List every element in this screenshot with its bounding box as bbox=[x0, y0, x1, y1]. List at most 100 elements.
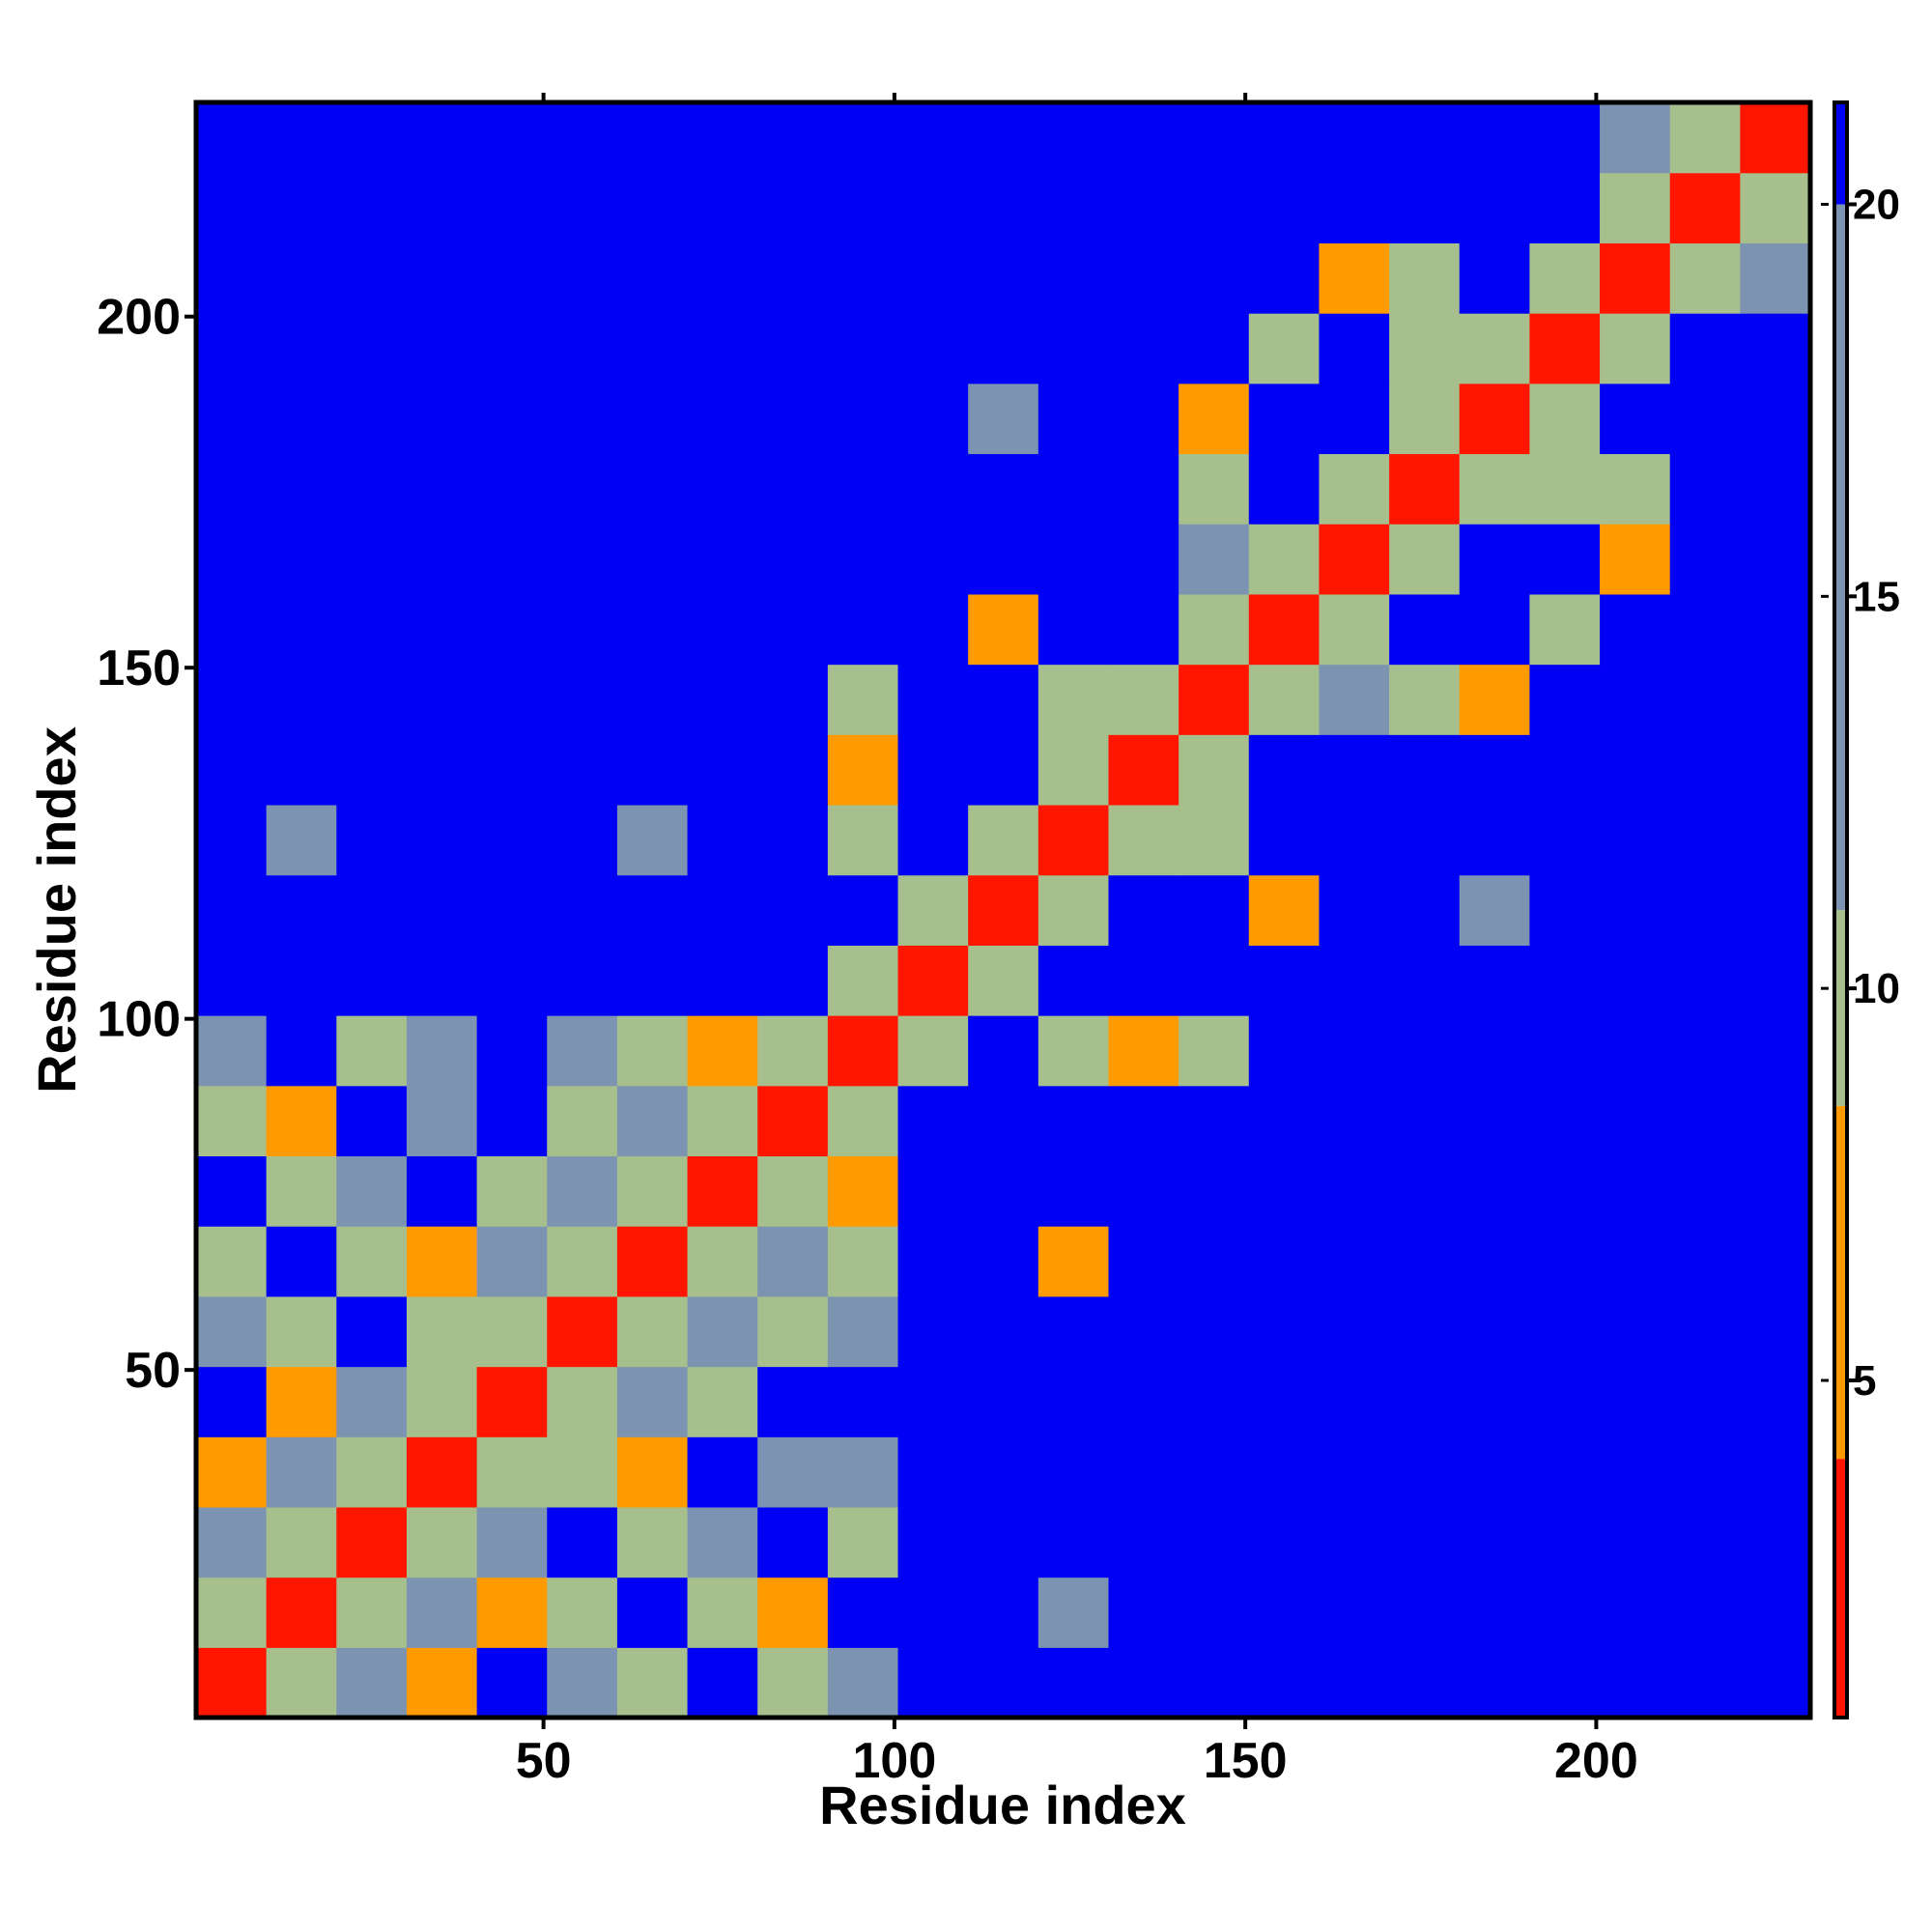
heatmap-cell bbox=[406, 102, 478, 174]
heatmap-cell bbox=[266, 593, 337, 666]
heatmap-cell bbox=[547, 734, 618, 806]
heatmap-cell bbox=[1669, 1155, 1741, 1227]
heatmap-cell bbox=[1108, 664, 1179, 735]
heatmap-cell bbox=[1600, 1015, 1671, 1087]
heatmap-cell bbox=[1459, 874, 1530, 946]
heatmap-cell bbox=[1600, 102, 1671, 174]
heatmap-cell bbox=[616, 102, 689, 174]
heatmap-cell bbox=[1740, 1226, 1811, 1297]
heatmap-cell bbox=[336, 1226, 408, 1297]
heatmap-cell bbox=[1529, 313, 1601, 384]
heatmap-cell bbox=[1459, 1577, 1530, 1648]
heatmap-cell bbox=[968, 313, 1039, 384]
heatmap-cell bbox=[1529, 1085, 1601, 1157]
heatmap-cell bbox=[1179, 1647, 1250, 1719]
heatmap-cell bbox=[1529, 453, 1601, 525]
heatmap-cell bbox=[1669, 874, 1741, 946]
heatmap-cell bbox=[476, 874, 548, 946]
heatmap-cell bbox=[687, 1226, 758, 1297]
heatmap-cell bbox=[1037, 1366, 1110, 1437]
heatmap-cell bbox=[1319, 734, 1390, 806]
heatmap-cell bbox=[476, 1226, 548, 1297]
heatmap-cell bbox=[1529, 1506, 1601, 1578]
heatmap-cell bbox=[266, 804, 337, 876]
heatmap-cell bbox=[196, 1506, 268, 1578]
heatmap-cell bbox=[336, 383, 408, 455]
heatmap-cell bbox=[547, 593, 618, 666]
heatmap-cell bbox=[616, 664, 689, 735]
heatmap-cell bbox=[406, 453, 478, 525]
heatmap-cell bbox=[547, 1577, 618, 1648]
heatmap-cell bbox=[1740, 874, 1811, 946]
heatmap-cell bbox=[897, 102, 969, 174]
heatmap-cell bbox=[196, 1295, 268, 1368]
heatmap-cell bbox=[1319, 1506, 1390, 1578]
heatmap-cell bbox=[1179, 102, 1250, 174]
heatmap-cell bbox=[1037, 1436, 1110, 1508]
heatmap-cell bbox=[1248, 1436, 1321, 1508]
heatmap-cell bbox=[1529, 1436, 1601, 1508]
heatmap-cell bbox=[968, 383, 1039, 455]
heatmap-cell bbox=[1319, 664, 1390, 735]
heatmap-cell bbox=[616, 313, 689, 384]
heatmap-cell bbox=[1669, 102, 1741, 174]
heatmap-cell bbox=[1108, 313, 1179, 384]
heatmap-cell bbox=[616, 874, 689, 946]
colorbar-tick-label: 5 bbox=[1853, 1357, 1876, 1405]
colorbar-tick-label: 15 bbox=[1853, 573, 1900, 620]
heatmap-cell bbox=[1669, 734, 1741, 806]
heatmap-cell bbox=[266, 1085, 337, 1157]
heatmap-cell bbox=[1389, 1295, 1461, 1368]
heatmap-cell bbox=[336, 804, 408, 876]
heatmap-cell bbox=[266, 1295, 337, 1368]
heatmap-cell bbox=[547, 1366, 618, 1437]
heatmap-cell bbox=[1248, 1015, 1321, 1087]
heatmap-cell bbox=[196, 172, 268, 243]
heatmap-cell bbox=[616, 804, 689, 876]
heatmap-cell bbox=[616, 1295, 689, 1368]
heatmap-cell bbox=[1108, 945, 1179, 1016]
heatmap-cell bbox=[827, 1155, 899, 1227]
heatmap-cell bbox=[757, 383, 829, 455]
heatmap-cell bbox=[1108, 1577, 1179, 1648]
heatmap-cell bbox=[476, 383, 548, 455]
heatmap-cell bbox=[406, 172, 478, 243]
heatmap-cell bbox=[1600, 242, 1671, 314]
heatmap-cell bbox=[1179, 734, 1250, 806]
heatmap-cell bbox=[406, 1647, 478, 1719]
heatmap-cell bbox=[757, 593, 829, 666]
heatmap-cell bbox=[827, 1436, 899, 1508]
heatmap-cell bbox=[1179, 453, 1250, 525]
heatmap-cell bbox=[897, 874, 969, 946]
heatmap-cell bbox=[1179, 874, 1250, 946]
heatmap-cell bbox=[196, 242, 268, 314]
heatmap-cell bbox=[266, 242, 337, 314]
heatmap-cell bbox=[1459, 1226, 1530, 1297]
heatmap-cell bbox=[336, 734, 408, 806]
heatmap-cell bbox=[1319, 1155, 1390, 1227]
heatmap-cell bbox=[266, 874, 337, 946]
heatmap-cell bbox=[1740, 1506, 1811, 1578]
heatmap-cell bbox=[1248, 874, 1321, 946]
heatmap-cell bbox=[827, 1015, 899, 1087]
heatmap-cell bbox=[968, 945, 1039, 1016]
heatmap-cell bbox=[336, 524, 408, 595]
heatmap-cell bbox=[827, 1577, 899, 1648]
heatmap-cell bbox=[476, 172, 548, 243]
heatmap-cell bbox=[1389, 1436, 1461, 1508]
heatmap-cell bbox=[687, 102, 758, 174]
heatmap-cell bbox=[1529, 524, 1601, 595]
heatmap-cell bbox=[1037, 1226, 1110, 1297]
heatmap-cell bbox=[1037, 874, 1110, 946]
heatmap-cell bbox=[1108, 804, 1179, 876]
heatmap-cell bbox=[1319, 453, 1390, 525]
heatmap-cell bbox=[1459, 804, 1530, 876]
heatmap-cell bbox=[1600, 1085, 1671, 1157]
heatmap-cell bbox=[1459, 1436, 1530, 1508]
heatmap-cell bbox=[1600, 1155, 1671, 1227]
heatmap-cell bbox=[547, 945, 618, 1016]
heatmap-cell bbox=[1529, 593, 1601, 666]
heatmap-cell bbox=[196, 453, 268, 525]
y-tick-label: 50 bbox=[125, 1343, 181, 1399]
heatmap-cell bbox=[406, 1085, 478, 1157]
